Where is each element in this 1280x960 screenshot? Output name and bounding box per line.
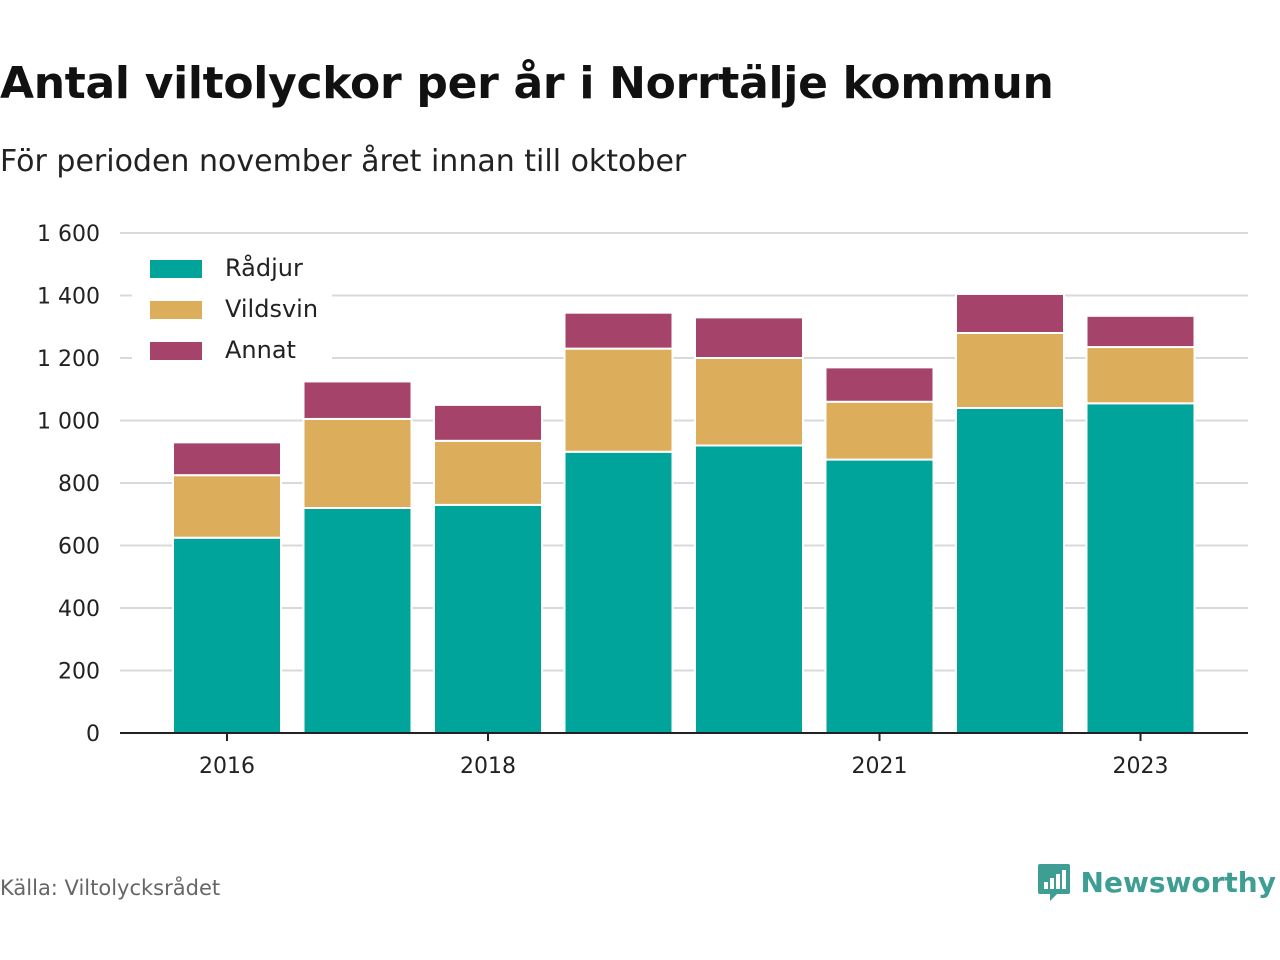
- bar-segment-rådjur-2016: [172, 536, 282, 734]
- bar-segment-vildsvin-2023: [1085, 346, 1196, 405]
- x-tick-label: 2016: [199, 754, 255, 779]
- bar-segment-rådjur-2020: [694, 444, 804, 734]
- bar-segment-rådjur-2023: [1085, 402, 1196, 734]
- legend-label-annat: Annat: [225, 336, 296, 364]
- bar-segment-vildsvin-2017: [302, 417, 413, 509]
- bar-segment-vildsvin-2019: [563, 347, 674, 453]
- bar-segment-rådjur-2018: [433, 503, 543, 734]
- legend: Rådjur Vildsvin Annat: [132, 242, 332, 372]
- x-tick-label: 2021: [852, 754, 908, 779]
- y-tick-label: 1 400: [37, 285, 100, 310]
- source-note: Källa: Viltolycksrådet: [0, 876, 221, 900]
- bar-chart-speech-bubble-icon: [1037, 864, 1070, 901]
- bar-segment-vildsvin-2020: [694, 357, 804, 447]
- y-tick-label: 0: [86, 722, 100, 747]
- bar-segment-annat-2021: [824, 366, 935, 403]
- y-tick-label: 400: [58, 597, 100, 622]
- bar-segment-annat-2018: [433, 403, 543, 442]
- bar-segment-annat-2019: [563, 311, 674, 350]
- chart-title: Antal viltolyckor per år i Norrtälje kom…: [0, 58, 1054, 109]
- legend-swatch-vildsvin: [150, 301, 202, 319]
- bar-segment-vildsvin-2021: [824, 400, 935, 461]
- bar-segment-annat-2017: [302, 380, 413, 420]
- bar-segment-annat-2023: [1085, 314, 1196, 349]
- bar-segment-annat-2022: [955, 292, 1065, 334]
- bar-segment-annat-2020: [694, 316, 804, 359]
- legend-swatch-rådjur: [150, 260, 202, 278]
- y-tick-label: 600: [58, 535, 100, 560]
- bar-segment-vildsvin-2018: [433, 439, 543, 506]
- brand-logo: Newsworthy: [1037, 862, 1276, 902]
- bar-segment-rådjur-2022: [955, 407, 1065, 734]
- bar-segment-vildsvin-2016: [172, 474, 282, 539]
- y-tick-label: 200: [58, 660, 100, 685]
- legend-label-vildsvin: Vildsvin: [225, 295, 318, 323]
- bars: [172, 292, 1196, 734]
- y-tick-label: 1 200: [37, 347, 100, 372]
- y-tick-label: 1 600: [37, 222, 100, 247]
- bar-segment-rådjur-2021: [824, 458, 935, 734]
- bar-segment-rådjur-2019: [563, 450, 674, 734]
- bar-segment-rådjur-2017: [302, 507, 413, 734]
- brand-name: Newsworthy: [1080, 865, 1276, 899]
- x-tick-label: 2023: [1113, 754, 1169, 779]
- y-tick-label: 1 000: [37, 410, 100, 435]
- axes: 0 200 400 600 800 1 000 1 200 1 400 1 600 2016 201…: [37, 222, 1248, 779]
- legend-label-rådjur: Rådjur: [225, 253, 303, 282]
- y-tick-label: 800: [58, 472, 100, 497]
- chart-subtitle: För perioden november året innan till ok…: [0, 144, 687, 179]
- stacked-bar-chart: 0 200 400 600 800 1 000 1 200 1 400 1 600 2016 201…: [37, 222, 1248, 779]
- bar-segment-vildsvin-2022: [955, 332, 1065, 409]
- x-tick-label: 2018: [460, 754, 516, 779]
- bar-segment-annat-2016: [172, 441, 282, 477]
- legend-swatch-annat: [150, 342, 202, 360]
